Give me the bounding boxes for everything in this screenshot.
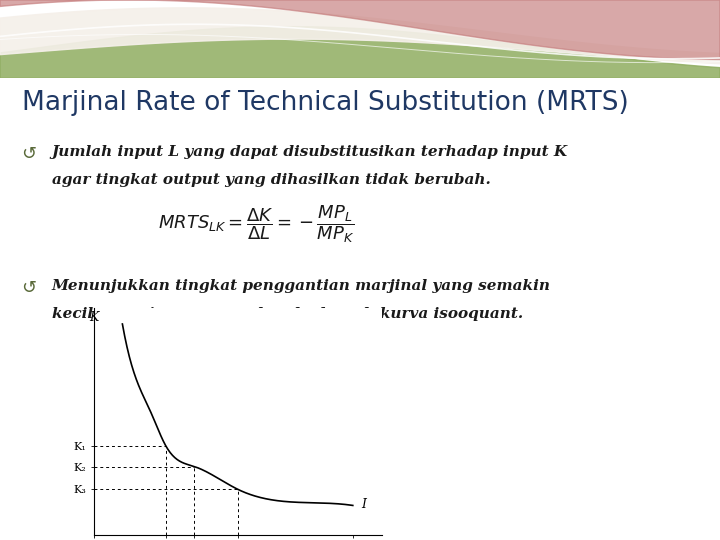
- Text: $\mathit{MRTS}_{LK} = \dfrac{\Delta K}{\Delta L} = -\dfrac{MP_L}{MP_K}$: $\mathit{MRTS}_{LK} = \dfrac{\Delta K}{\…: [158, 203, 355, 245]
- Text: Marjinal Rate of Technical Substitution (MRTS): Marjinal Rate of Technical Substitution …: [22, 90, 629, 116]
- Text: Menunjukkan tingkat penggantian marjinal yang semakin: Menunjukkan tingkat penggantian marjinal…: [52, 279, 551, 293]
- Text: agar tingkat output yang dihasilkan tidak berubah.: agar tingkat output yang dihasilkan tida…: [52, 173, 490, 187]
- Text: ↺: ↺: [22, 279, 37, 297]
- Text: kecil sepanjang pergerakan ke bawah kurva isooquant.: kecil sepanjang pergerakan ke bawah kurv…: [52, 307, 523, 321]
- Text: I: I: [361, 498, 366, 511]
- Text: ↺: ↺: [22, 145, 37, 163]
- Text: K: K: [89, 311, 99, 324]
- Text: Jumlah input L yang dapat disubstitusikan terhadap input K: Jumlah input L yang dapat disubstitusika…: [52, 145, 568, 159]
